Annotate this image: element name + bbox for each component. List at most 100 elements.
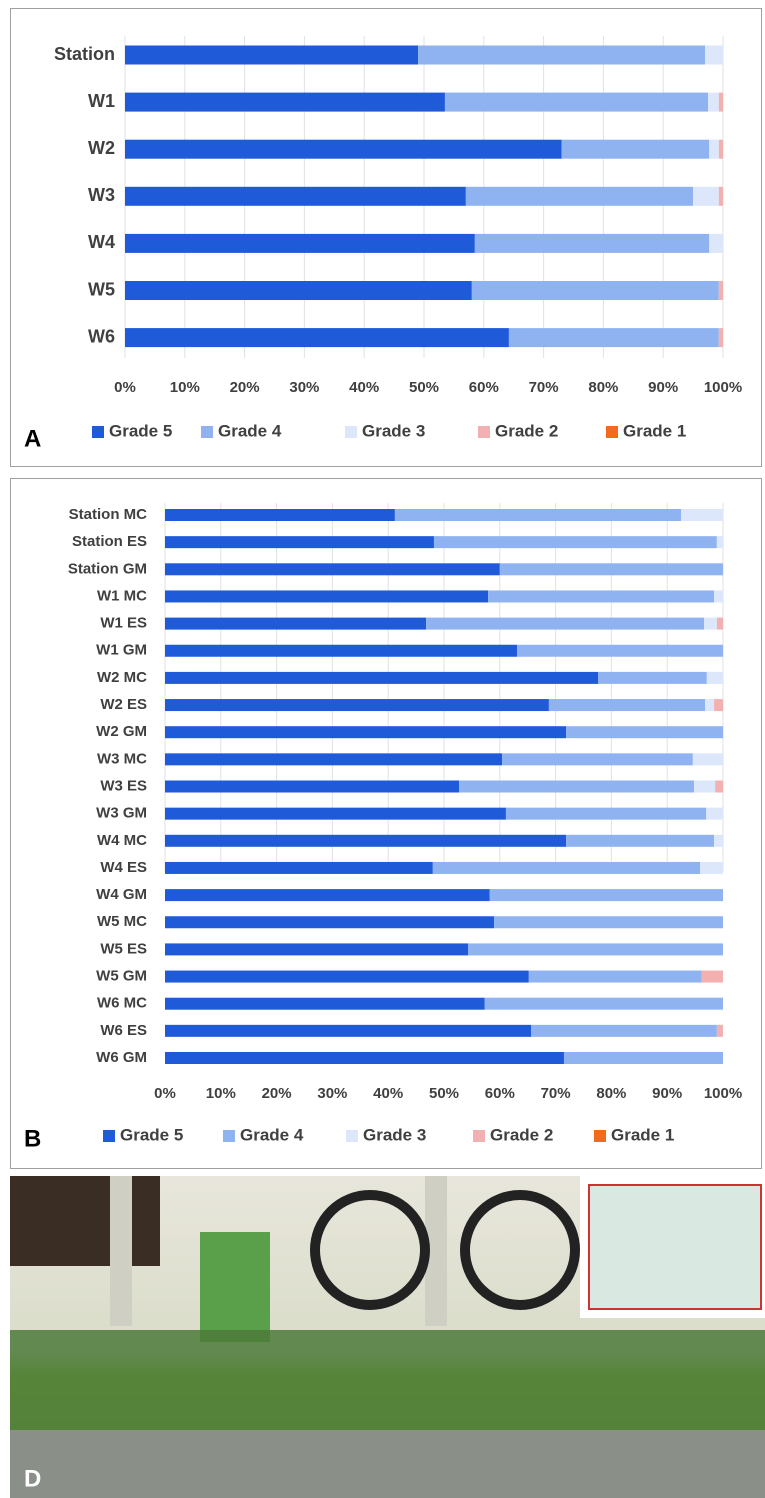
x-tick-label: 30% <box>289 379 319 396</box>
bar-segment <box>706 808 723 820</box>
bar-segment <box>598 672 707 684</box>
legend-label: Grade 1 <box>623 421 686 440</box>
bar-segment <box>165 808 506 820</box>
panel-label: D <box>24 1465 41 1492</box>
legend-label: Grade 4 <box>240 1125 304 1144</box>
bar-segment <box>719 328 723 347</box>
bar-segment <box>433 862 700 874</box>
y-tick-label: Station MC <box>69 506 147 523</box>
bar-segment <box>717 536 723 548</box>
y-tick-label: W6 <box>88 326 115 346</box>
bar-segment <box>165 998 485 1010</box>
bar-segment <box>719 93 723 112</box>
bar-segment <box>502 753 693 765</box>
bar-segment <box>165 943 468 955</box>
legend-label: Grade 5 <box>120 1125 183 1144</box>
bar-segment <box>709 234 723 253</box>
bar-segment <box>165 590 488 602</box>
y-tick-label: W6 GM <box>96 1049 147 1066</box>
x-tick-label: 60% <box>469 379 499 396</box>
bar-segment <box>700 862 723 874</box>
y-tick-label: Station <box>54 44 115 64</box>
bar-segment <box>705 46 723 65</box>
bar-segment <box>549 699 705 711</box>
bar-segment <box>500 563 723 575</box>
bar-segment <box>165 835 566 847</box>
legend-swatch <box>345 426 357 438</box>
y-tick-label: W3 ES <box>100 777 147 794</box>
bar-segment <box>566 726 723 738</box>
y-tick-label: Station ES <box>72 533 147 550</box>
bar-segment <box>681 509 723 521</box>
bar-segment <box>165 1052 564 1064</box>
bar-segment <box>125 140 562 159</box>
y-tick-label: W3 MC <box>97 750 147 767</box>
bar-segment <box>165 1025 531 1037</box>
legend-swatch <box>606 426 618 438</box>
x-tick-label: 60% <box>485 1085 515 1102</box>
bar-segment <box>704 618 717 630</box>
x-tick-label: 20% <box>262 1085 292 1102</box>
bar-segment <box>562 140 710 159</box>
bar-segment <box>165 672 598 684</box>
figure: D 0%10%20%30%40%50%60%70%80%90%100%Stati… <box>0 0 765 1498</box>
bar-segment <box>125 234 475 253</box>
bar-segment <box>125 46 418 65</box>
page: {"chart_data": [ {"type": "stacked-barh"… <box>0 0 765 1498</box>
y-tick-label: W4 <box>88 232 115 252</box>
bar-segment <box>445 93 708 112</box>
bar-segment <box>566 835 714 847</box>
x-tick-label: 70% <box>541 1085 571 1102</box>
bar-segment <box>715 781 723 793</box>
x-tick-label: 50% <box>429 1085 459 1102</box>
x-tick-label: 90% <box>648 379 678 396</box>
bar-segment <box>714 699 723 711</box>
y-tick-label: W3 GM <box>96 805 147 822</box>
bar-segment <box>125 93 445 112</box>
bar-segment <box>506 808 706 820</box>
x-tick-label: 40% <box>373 1085 403 1102</box>
legend-label: Grade 2 <box>490 1125 553 1144</box>
legend-swatch <box>201 426 213 438</box>
panel-label: B <box>24 1125 41 1152</box>
bar-segment <box>714 590 723 602</box>
y-tick-label: Station GM <box>68 560 147 577</box>
bar-segment <box>395 509 681 521</box>
bar-segment <box>693 187 719 206</box>
bar-segment <box>694 781 715 793</box>
bar-segment <box>719 140 723 159</box>
bar-segment <box>125 187 466 206</box>
bar-segment <box>693 753 723 765</box>
photo-pillar <box>110 1176 132 1326</box>
bar-segment <box>165 753 502 765</box>
bar-segment <box>165 889 490 901</box>
bar-segment <box>165 563 500 575</box>
bar-segment <box>165 699 549 711</box>
bar-segment <box>165 781 459 793</box>
bar-segment <box>165 536 434 548</box>
legend-label: Grade 3 <box>363 1125 426 1144</box>
legend-swatch <box>346 1130 358 1142</box>
bar-segment <box>717 1025 723 1037</box>
y-tick-label: W1 GM <box>96 642 147 659</box>
photo: D <box>10 1176 765 1498</box>
y-tick-label: W2 <box>88 138 115 158</box>
x-tick-label: 0% <box>154 1085 176 1102</box>
legend-label: Grade 1 <box>611 1125 674 1144</box>
legend-label: Grade 4 <box>218 421 282 440</box>
y-tick-label: W4 GM <box>96 886 147 903</box>
bar-segment <box>165 971 529 983</box>
y-tick-label: W4 MC <box>97 832 147 849</box>
bar-segment <box>708 93 719 112</box>
legend-label: Grade 3 <box>362 421 425 440</box>
x-tick-label: 100% <box>704 379 742 396</box>
x-tick-label: 80% <box>596 1085 626 1102</box>
y-tick-label: W5 ES <box>100 940 147 957</box>
bar-segment <box>529 971 702 983</box>
y-tick-label: W2 MC <box>97 669 147 686</box>
bar-segment <box>709 140 719 159</box>
x-tick-label: 30% <box>317 1085 347 1102</box>
bar-segment <box>165 726 566 738</box>
y-tick-label: W5 GM <box>96 968 147 985</box>
bar-segment <box>165 618 426 630</box>
